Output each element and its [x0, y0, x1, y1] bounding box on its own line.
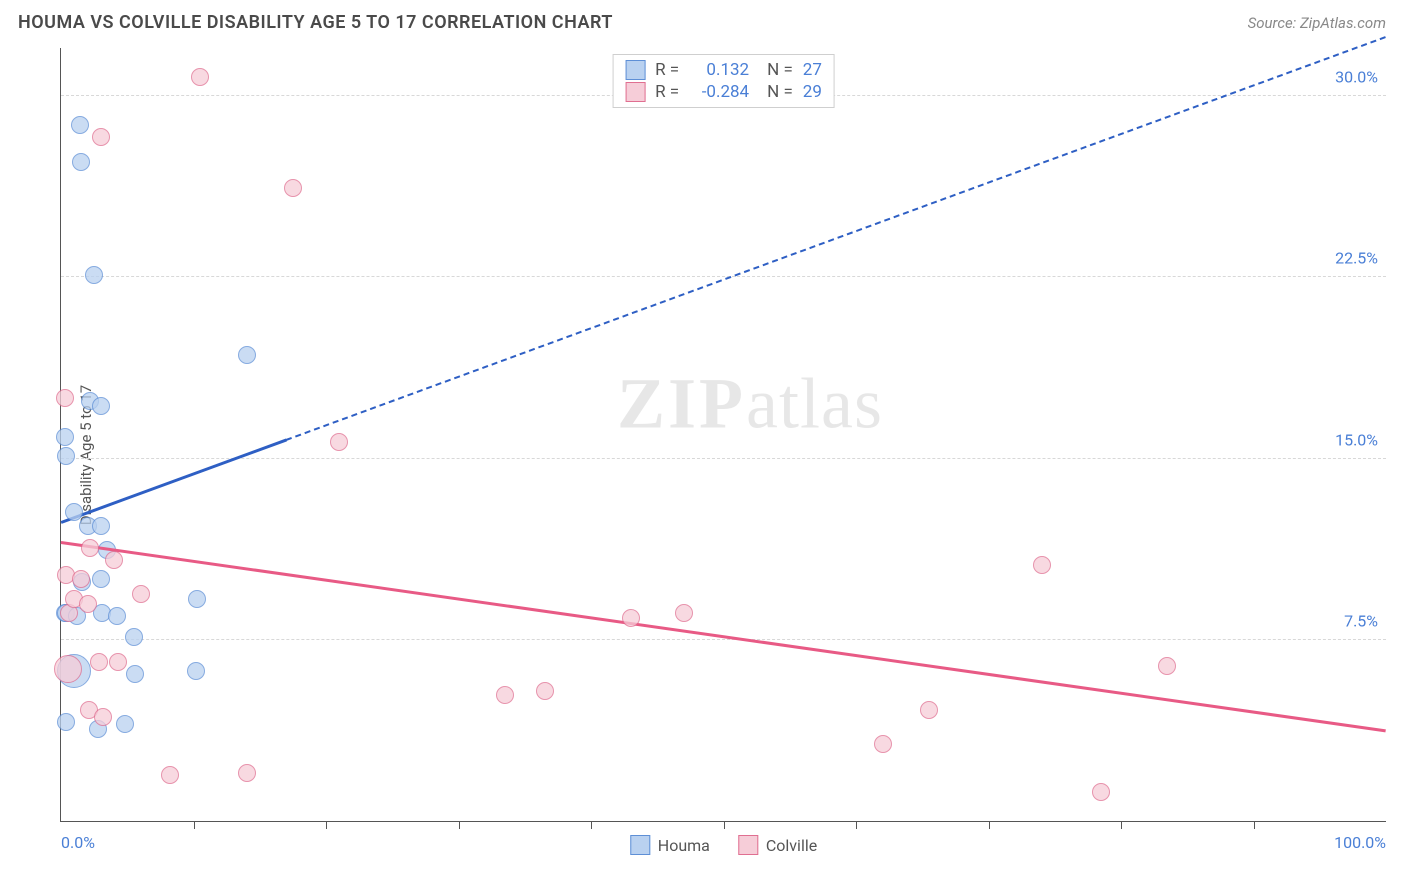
data-point	[191, 68, 209, 86]
data-point	[161, 766, 179, 784]
watermark-rest: atlas	[746, 363, 883, 443]
data-point	[92, 128, 110, 146]
data-point	[188, 590, 206, 608]
data-point	[874, 735, 892, 753]
x-tick	[856, 821, 857, 829]
legend-swatch	[630, 835, 650, 855]
data-point	[622, 609, 640, 627]
data-point	[57, 713, 75, 731]
data-point	[92, 517, 110, 535]
data-point	[675, 604, 693, 622]
data-point	[81, 539, 99, 557]
y-tick-label: 30.0%	[1335, 68, 1378, 87]
data-point	[109, 653, 127, 671]
y-tick-label: 7.5%	[1344, 611, 1378, 630]
legend-item: Houma	[630, 835, 710, 855]
legend-row: R = -0.284 N = 29	[625, 82, 822, 102]
data-point	[496, 686, 514, 704]
data-point	[79, 595, 97, 613]
legend-r-label: R =	[655, 82, 679, 102]
data-point	[1158, 657, 1176, 675]
data-point	[116, 715, 134, 733]
trend-line	[61, 541, 1386, 732]
data-point	[72, 153, 90, 171]
chart-header: HOUMA VS COLVILLE DISABILITY AGE 5 TO 17…	[0, 0, 1406, 41]
data-point	[56, 389, 74, 407]
x-tick-label: 0.0%	[61, 833, 95, 852]
x-tick	[989, 821, 990, 829]
data-point	[57, 447, 75, 465]
gridline	[61, 639, 1386, 640]
legend-item: Colville	[738, 835, 817, 855]
x-tick	[1121, 821, 1122, 829]
trend-line	[286, 36, 1386, 441]
correlation-legend: R = 0.132 N = 27 R = -0.284 N = 29	[612, 54, 835, 108]
watermark-bold: ZIP	[617, 363, 746, 443]
data-point	[54, 655, 82, 683]
data-point	[536, 682, 554, 700]
legend-n-label: N =	[767, 60, 793, 80]
legend-r-value: -0.284	[689, 82, 749, 102]
data-point	[284, 179, 302, 197]
data-point	[92, 570, 110, 588]
data-point	[187, 662, 205, 680]
data-point	[71, 116, 89, 134]
gridline	[61, 458, 1386, 459]
legend-swatch	[625, 60, 645, 80]
legend-n-value: 29	[803, 82, 822, 102]
chart-title: HOUMA VS COLVILLE DISABILITY AGE 5 TO 17…	[18, 12, 613, 33]
data-point	[65, 503, 83, 521]
data-point	[126, 665, 144, 683]
x-tick	[326, 821, 327, 829]
plot-region: ZIPatlas R =0.132N =27R =-0.284N =29 Hou…	[60, 48, 1386, 822]
y-tick-label: 15.0%	[1335, 430, 1378, 449]
legend-r-label: R =	[655, 60, 679, 80]
legend-label: Houma	[658, 836, 710, 855]
trend-line	[61, 439, 287, 524]
chart-area: Disability Age 5 to 17 ZIPatlas R =0.132…	[18, 48, 1386, 862]
x-tick	[1254, 821, 1255, 829]
legend-r-value: 0.132	[689, 60, 749, 80]
data-point	[56, 428, 74, 446]
x-tick-label: 100.0%	[1334, 833, 1386, 852]
data-point	[105, 551, 123, 569]
data-point	[90, 653, 108, 671]
data-point	[72, 570, 90, 588]
x-tick	[591, 821, 592, 829]
legend-n-label: N =	[767, 82, 793, 102]
series-legend: Houma Colville	[630, 835, 817, 855]
legend-swatch	[738, 835, 758, 855]
legend-swatch	[625, 82, 645, 102]
data-point	[85, 266, 103, 284]
x-tick	[724, 821, 725, 829]
data-point	[125, 628, 143, 646]
data-point	[92, 397, 110, 415]
watermark: ZIPatlas	[617, 362, 883, 445]
y-tick-label: 22.5%	[1335, 249, 1378, 268]
legend-label: Colville	[766, 836, 817, 855]
legend-n-value: 27	[803, 60, 822, 80]
data-point	[238, 764, 256, 782]
chart-source: Source: ZipAtlas.com	[1248, 14, 1386, 32]
legend-row: R = 0.132 N = 27	[625, 60, 822, 80]
data-point	[132, 585, 150, 603]
data-point	[920, 701, 938, 719]
data-point	[1033, 556, 1051, 574]
data-point	[238, 346, 256, 364]
data-point	[94, 708, 112, 726]
data-point	[108, 607, 126, 625]
x-tick	[459, 821, 460, 829]
x-tick	[194, 821, 195, 829]
data-point	[330, 433, 348, 451]
data-point	[1092, 783, 1110, 801]
